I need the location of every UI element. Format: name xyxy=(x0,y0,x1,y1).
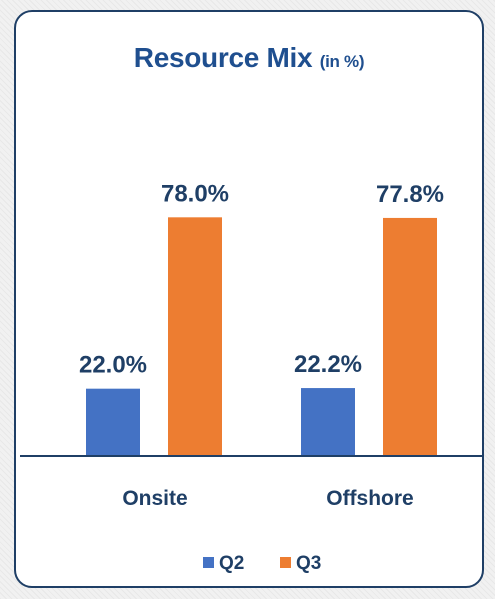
data-label-offshore-q3: 77.8% xyxy=(376,181,444,208)
data-label-offshore-q2: 22.2% xyxy=(294,351,362,378)
category-labels: Onsite Offshore xyxy=(122,487,413,510)
data-label-onsite-q3: 78.0% xyxy=(161,180,229,207)
bar-offshore-q3 xyxy=(383,217,437,456)
legend: Q2 Q3 xyxy=(203,553,321,574)
bar-chart: 22.0% 78.0% 22.2% 77.8% Onsite Offshore Q2 Q3 xyxy=(20,180,482,574)
chart-title: Resource Mix xyxy=(133,42,313,73)
legend-label-q3: Q3 xyxy=(296,553,321,574)
chart-card: Resource Mix (in %) 22.0% 78.0% 22.2% 77.8%… xyxy=(14,10,484,588)
legend-swatch-q3 xyxy=(280,557,291,568)
category-label-onsite: Onsite xyxy=(122,487,187,510)
bar-onsite-q2 xyxy=(86,388,140,456)
chart-title-block: Resource Mix (in %) xyxy=(16,42,482,74)
legend-label-q2: Q2 xyxy=(219,553,244,574)
bar-offshore-q2 xyxy=(301,388,355,456)
category-label-offshore: Offshore xyxy=(326,487,414,510)
bar-onsite-q3 xyxy=(168,217,222,456)
data-label-onsite-q2: 22.0% xyxy=(79,352,147,379)
chart-subtitle: (in %) xyxy=(319,52,365,71)
legend-swatch-q2 xyxy=(203,557,214,568)
bars-group: 22.0% 78.0% 22.2% 77.8% xyxy=(79,180,444,456)
